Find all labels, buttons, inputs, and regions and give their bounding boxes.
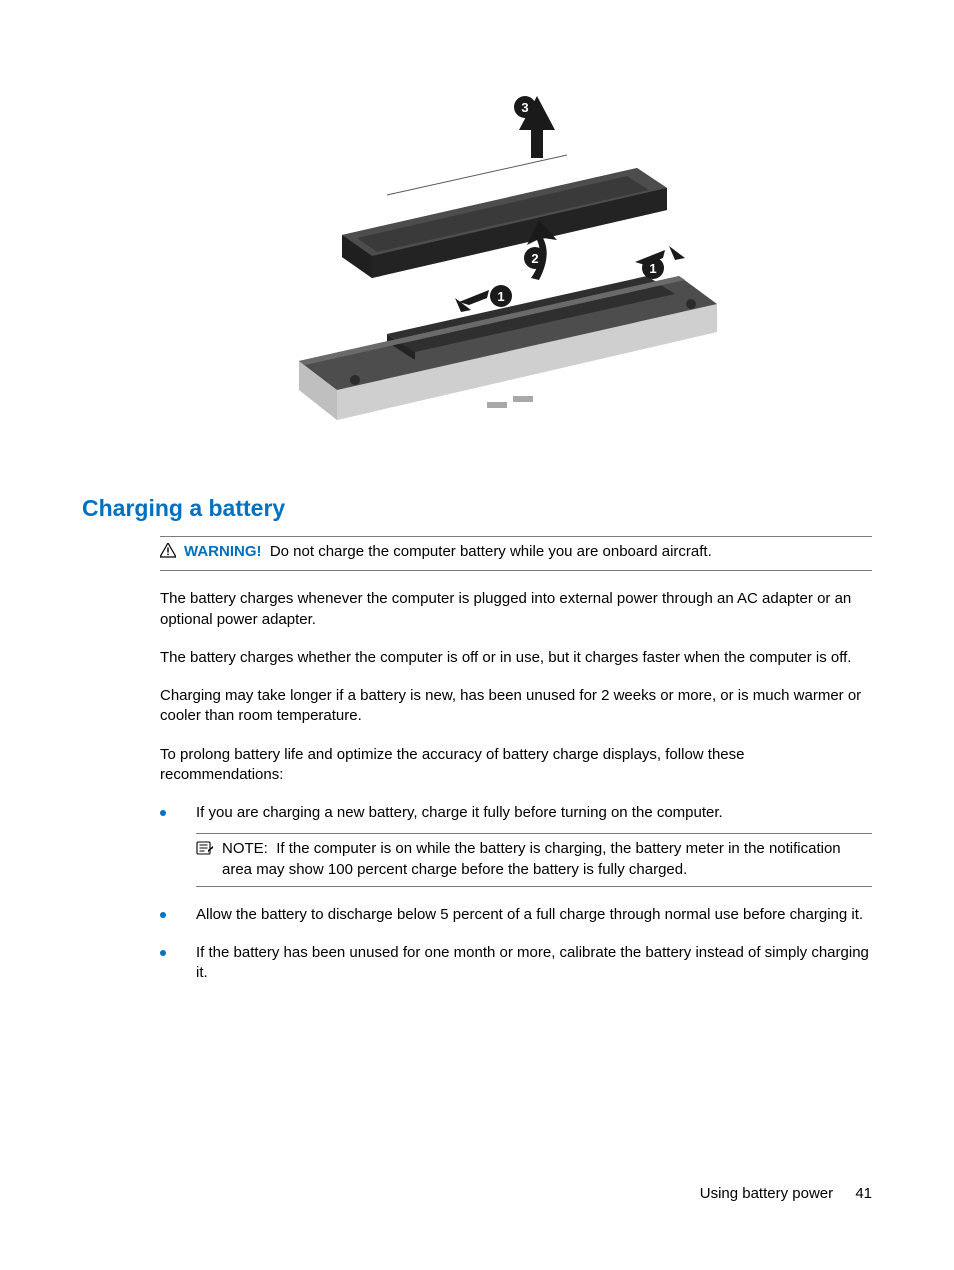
note-text: NOTE: If the computer is on while the ba… bbox=[222, 839, 872, 880]
note-label: NOTE: bbox=[222, 840, 268, 857]
warning-body: Do not charge the computer battery while… bbox=[270, 543, 712, 560]
note-icon bbox=[196, 840, 214, 862]
section-heading: Charging a battery bbox=[82, 495, 872, 522]
paragraph: Charging may take longer if a battery is… bbox=[160, 686, 872, 727]
content-body: WARNING! Do not charge the computer batt… bbox=[160, 536, 872, 984]
bullet-icon bbox=[160, 912, 166, 918]
page: 3 2 bbox=[0, 0, 954, 1270]
warning-admonition: WARNING! Do not charge the computer batt… bbox=[160, 536, 872, 571]
list-item-text: If the battery has been unused for one m… bbox=[196, 943, 872, 984]
footer-section: Using battery power bbox=[700, 1185, 833, 1202]
list-item: If the battery has been unused for one m… bbox=[160, 943, 872, 984]
list-item-text: If you are charging a new battery, charg… bbox=[196, 804, 723, 821]
note-body: If the computer is on while the battery … bbox=[222, 840, 841, 877]
page-number: 41 bbox=[855, 1185, 872, 1202]
page-footer: Using battery power 41 bbox=[700, 1185, 872, 1202]
callout-1-right-label: 1 bbox=[649, 261, 656, 276]
list-item: Allow the battery to discharge below 5 p… bbox=[160, 905, 872, 925]
paragraph: The battery charges whether the computer… bbox=[160, 648, 872, 668]
note-admonition: NOTE: If the computer is on while the ba… bbox=[196, 833, 872, 887]
paragraph: The battery charges whenever the compute… bbox=[160, 589, 872, 630]
warning-label: WARNING! bbox=[184, 543, 262, 560]
list-item-text: Allow the battery to discharge below 5 p… bbox=[196, 905, 872, 925]
illustration-container: 3 2 bbox=[82, 80, 872, 465]
callout-3-label: 3 bbox=[521, 100, 528, 115]
bullet-icon bbox=[160, 810, 166, 816]
recommendation-list: If you are charging a new battery, charg… bbox=[160, 803, 872, 984]
warning-text: WARNING! Do not charge the computer batt… bbox=[184, 542, 712, 562]
bullet-icon bbox=[160, 950, 166, 956]
battery-removal-illustration: 3 2 bbox=[237, 80, 717, 460]
warning-icon bbox=[160, 543, 176, 564]
callout-2-label: 2 bbox=[531, 251, 538, 266]
callout-1-left-label: 1 bbox=[497, 289, 504, 304]
paragraph: To prolong battery life and optimize the… bbox=[160, 745, 872, 786]
list-item: If you are charging a new battery, charg… bbox=[160, 803, 872, 887]
